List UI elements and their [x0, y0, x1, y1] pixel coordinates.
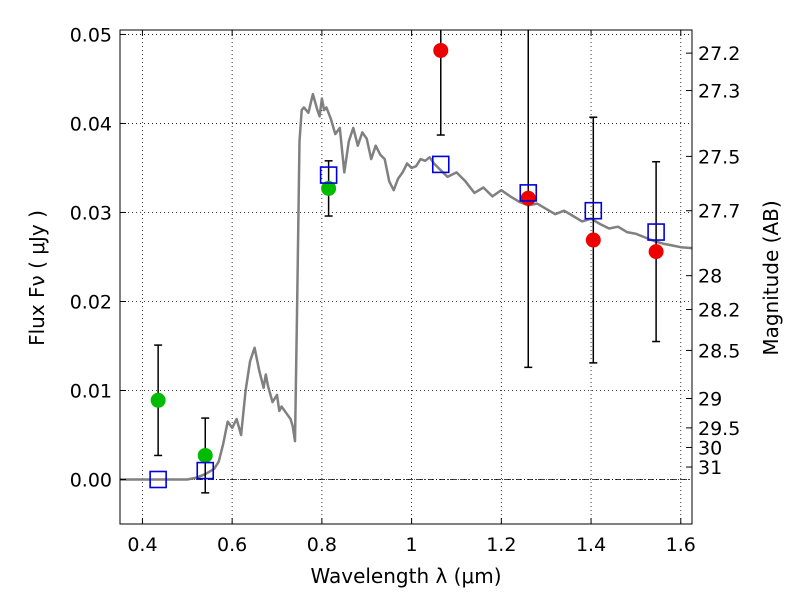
x-axis-label: Wavelength λ (μm) [310, 564, 501, 588]
y2-tick-label: 27.3 [698, 81, 740, 103]
y-tick-label: 0.05 [70, 24, 112, 46]
x-tick-label: 1.4 [576, 534, 606, 556]
y-tick-label: 0.00 [70, 469, 112, 491]
plot-area [120, 30, 693, 494]
red-point [648, 244, 664, 260]
y2-tick-label: 27.7 [698, 201, 740, 223]
model-square-point [431, 155, 450, 174]
y-tick-label: 0.04 [70, 113, 112, 135]
green-point [321, 180, 337, 196]
y2-tick-label: 28 [698, 266, 722, 288]
green-point [197, 447, 213, 463]
y2-tick-label: 30 [698, 437, 722, 459]
y2-tick-label: 29.5 [698, 418, 740, 440]
y-tick-label: 0.02 [70, 291, 112, 313]
axis-ticks: 0.4 0.6 0.8 1 1.2 1.4 1.6 0.00 0.01 0.02 0.03 0.04 0… [70, 24, 741, 556]
red-point [520, 190, 536, 206]
x-tick-label: 1 [406, 534, 418, 556]
y-tick-label: 0.01 [70, 380, 112, 402]
x-tick-label: 0.8 [307, 534, 337, 556]
y2-tick-label: 28.5 [698, 340, 740, 362]
model-square-point [519, 184, 538, 202]
model-square-point [584, 201, 603, 220]
model-square-point [319, 166, 338, 184]
x-tick-label: 0.6 [217, 534, 247, 556]
y2-tick-label: 28.2 [698, 299, 740, 321]
model-square-point [647, 223, 665, 241]
green-point [150, 392, 166, 408]
template-spectrum-line [120, 92, 693, 481]
x-tick-label: 1.6 [666, 534, 696, 556]
x-tick-label: 1.2 [486, 534, 516, 556]
model-square-point [196, 461, 215, 480]
y-tick-label: 0.03 [70, 202, 112, 224]
red-point [433, 42, 449, 58]
y2-tick-label: 27.2 [698, 43, 740, 65]
grid-lines [120, 30, 692, 524]
x-tick-label: 0.4 [127, 534, 157, 556]
y2-tick-label: 31 [698, 457, 722, 479]
y-axis-label: Flux Fν ( μJy ) [25, 210, 49, 346]
red-point [585, 232, 601, 248]
y2-tick-label: 29 [698, 388, 722, 410]
y2-axis-label: Magnitude (AB) [759, 200, 783, 355]
plot-frame [119, 29, 693, 525]
model-square-point [149, 470, 167, 489]
y2-tick-label: 27.5 [698, 146, 740, 168]
